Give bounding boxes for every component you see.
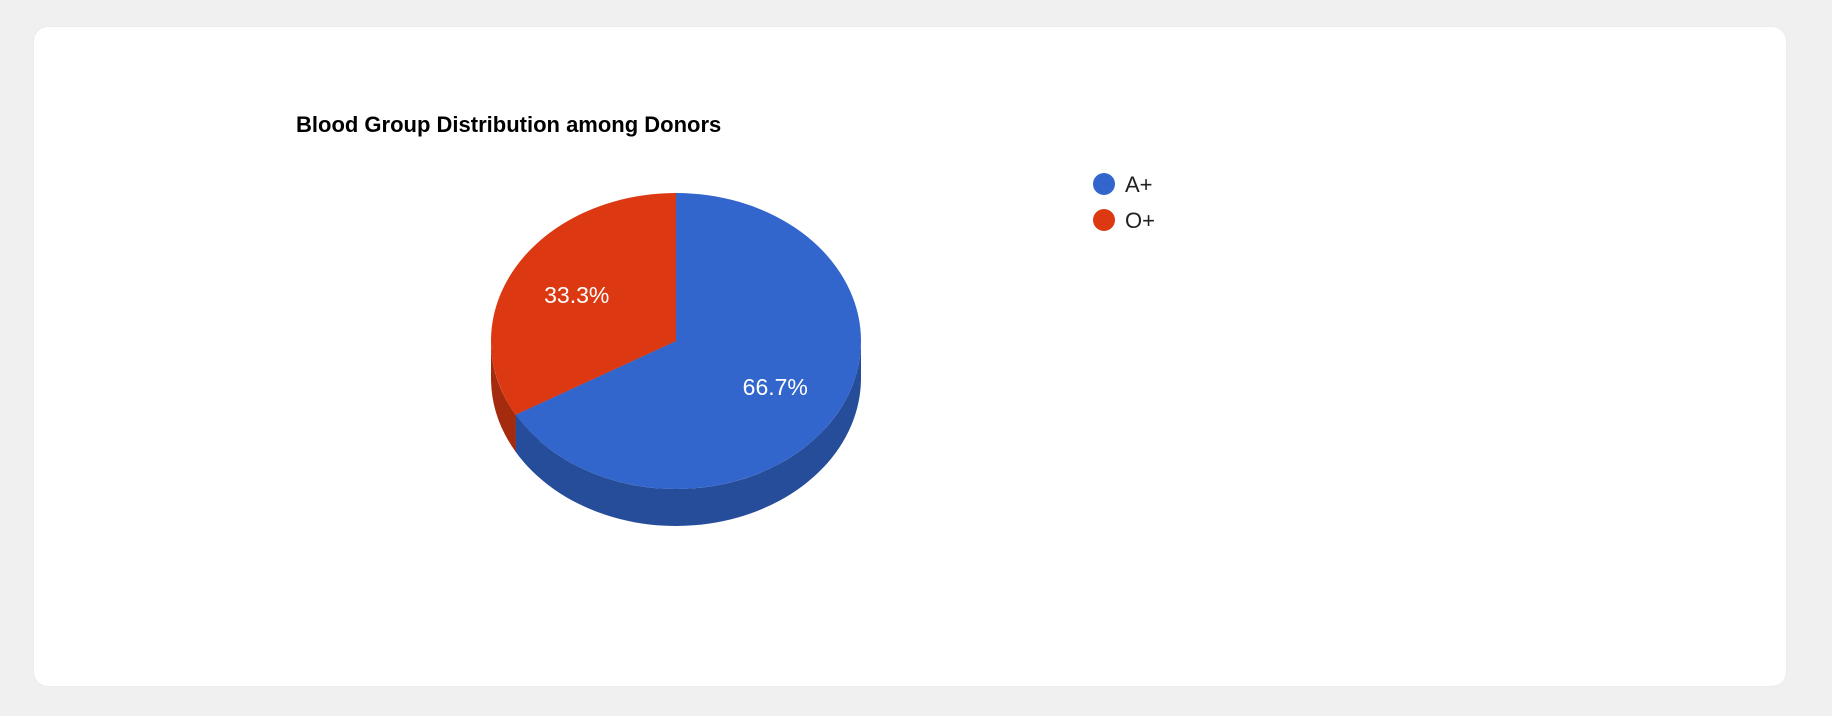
legend: A+ O+ [1093, 172, 1155, 233]
pie-slice-A-pos[interactable] [515, 193, 862, 489]
pie-chart: Blood Group Distribution among Donors 66… [296, 112, 1155, 526]
legend-swatch [1093, 209, 1115, 231]
pie-tops [491, 193, 862, 489]
chart-card: Blood Group Distribution among Donors 66… [34, 27, 1786, 686]
slice-label-A-pos: 66.7% [743, 374, 808, 400]
pie-side-O-pos [491, 341, 516, 452]
pie-labels: 66.7% 33.3% [544, 282, 808, 400]
legend-item-O-pos[interactable]: O+ [1093, 208, 1155, 233]
chart-title: Blood Group Distribution among Donors [296, 112, 721, 137]
legend-label: O+ [1125, 208, 1155, 233]
slice-label-O-pos: 33.3% [544, 282, 609, 308]
legend-swatch [1093, 173, 1115, 195]
pie-slice-O-pos[interactable] [491, 193, 676, 415]
pie-side-A-pos [515, 341, 861, 526]
legend-item-A-pos[interactable]: A+ [1093, 172, 1153, 197]
legend-label: A+ [1125, 172, 1153, 197]
